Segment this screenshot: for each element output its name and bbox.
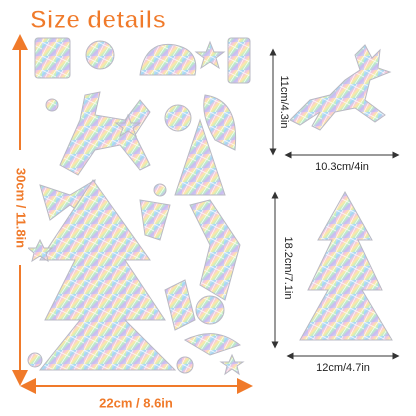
title: Size details xyxy=(30,6,166,34)
sheet-height: 30cm / 11.8in xyxy=(14,168,29,248)
tree-height: 18.2cm/7.1in xyxy=(282,237,294,300)
tree-width: 12cm/4.7in xyxy=(316,362,370,374)
label-bg xyxy=(12,150,28,265)
reindeer xyxy=(289,44,392,131)
tree xyxy=(299,190,393,341)
sticker-sheet xyxy=(26,37,251,376)
reindeer-width: 10.3cm/4in xyxy=(315,161,369,173)
reindeer-height: 11cm/4.3in xyxy=(278,76,290,129)
sheet-width: 22cm / 8.6in xyxy=(99,395,173,410)
